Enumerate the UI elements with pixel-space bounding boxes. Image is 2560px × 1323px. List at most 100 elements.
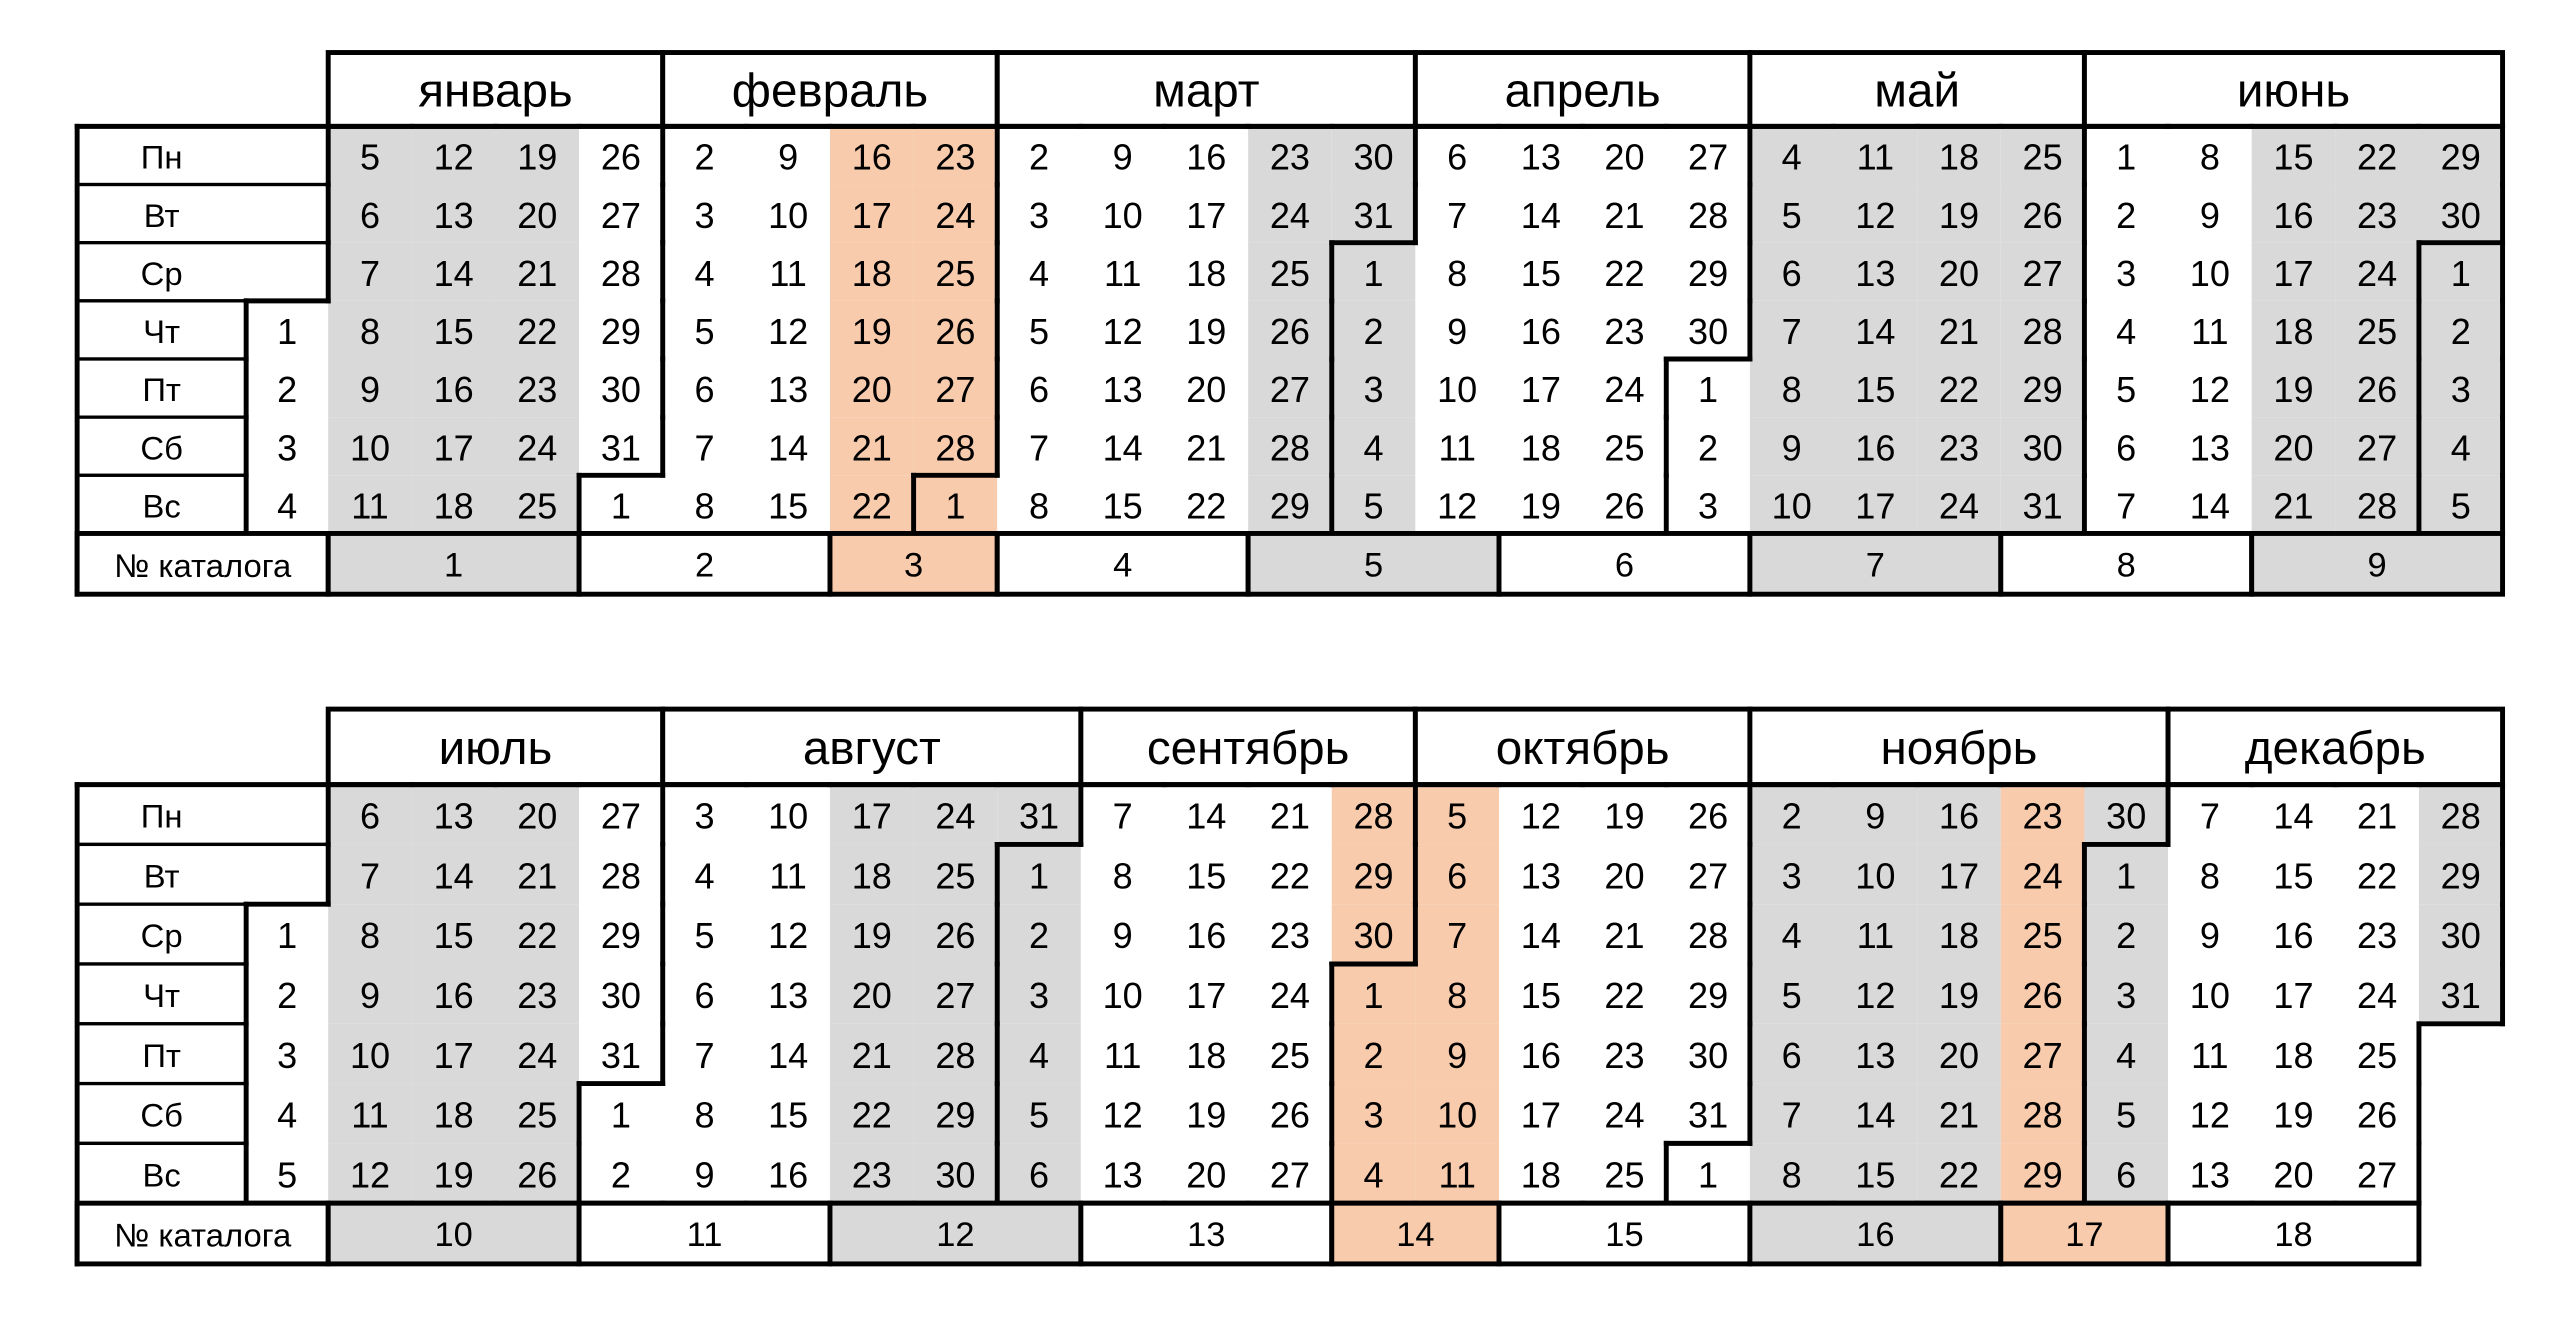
day-cell bbox=[2168, 242, 2252, 301]
day-cell bbox=[1248, 1023, 1332, 1084]
catalog-number: 4 bbox=[1113, 546, 1132, 584]
day-number: 1 bbox=[2451, 253, 2471, 294]
day-number: 21 bbox=[2273, 486, 2313, 527]
day-number: 5 bbox=[2451, 486, 2471, 527]
catalog-number: 15 bbox=[1605, 1216, 1643, 1254]
day-cell bbox=[1917, 1023, 2001, 1084]
day-number: 29 bbox=[601, 915, 641, 956]
day-number: 25 bbox=[2023, 915, 2063, 956]
day-cell bbox=[2000, 242, 2085, 301]
day-number: 16 bbox=[768, 1154, 808, 1195]
day-cell bbox=[997, 126, 1081, 185]
day-cell bbox=[1248, 359, 1332, 418]
day-number: 20 bbox=[1939, 253, 1979, 294]
catalog-number: 1 bbox=[444, 546, 463, 584]
day-number: 19 bbox=[1939, 975, 1979, 1016]
day-cell bbox=[1331, 417, 1416, 476]
day-number: 29 bbox=[935, 1095, 975, 1136]
day-cell bbox=[328, 963, 412, 1024]
day-cell bbox=[829, 359, 914, 418]
day-cell bbox=[2335, 784, 2419, 845]
day-cell bbox=[246, 475, 329, 534]
day-number: 22 bbox=[852, 1095, 892, 1136]
day-cell bbox=[1917, 1143, 2001, 1204]
day-number: 28 bbox=[2441, 796, 2481, 837]
day-cell bbox=[411, 126, 496, 185]
day-number: 12 bbox=[350, 1154, 390, 1195]
day-number: 27 bbox=[1270, 1154, 1310, 1195]
day-number: 9 bbox=[1113, 137, 1133, 178]
day-cell bbox=[1164, 126, 1249, 185]
day-number: 14 bbox=[1521, 195, 1561, 236]
day-cell bbox=[1582, 1083, 1667, 1144]
day-number: 25 bbox=[2023, 137, 2063, 178]
day-number: 24 bbox=[935, 195, 975, 236]
day-cell bbox=[1666, 475, 1750, 534]
day-cell bbox=[1164, 359, 1249, 418]
day-cell bbox=[2418, 844, 2503, 905]
day-number: 4 bbox=[2451, 427, 2471, 468]
day-number: 5 bbox=[277, 1154, 297, 1195]
weekday-cell bbox=[75, 182, 330, 245]
day-number: 1 bbox=[1364, 253, 1384, 294]
day-number: 10 bbox=[1772, 486, 1812, 527]
day-cell bbox=[2418, 126, 2503, 185]
day-number: 15 bbox=[1855, 369, 1895, 410]
day-cell bbox=[2418, 963, 2503, 1024]
day-number: 12 bbox=[2190, 369, 2230, 410]
day-cell bbox=[2084, 184, 2169, 243]
day-number: 10 bbox=[1437, 1095, 1477, 1136]
day-cell bbox=[829, 784, 914, 845]
day-number: 29 bbox=[2023, 369, 2063, 410]
day-cell bbox=[2251, 963, 2336, 1024]
day-cell bbox=[1080, 904, 1165, 964]
day-cell bbox=[1582, 126, 1667, 185]
day-cell bbox=[495, 904, 580, 964]
day-number: 27 bbox=[601, 195, 641, 236]
day-cell bbox=[579, 1083, 663, 1144]
day-cell bbox=[1080, 359, 1165, 418]
day-number: 26 bbox=[2357, 1095, 2397, 1136]
weekday-cell bbox=[75, 1022, 248, 1086]
day-number: 31 bbox=[1019, 796, 1059, 837]
day-number: 7 bbox=[1782, 311, 1802, 352]
day-number: 10 bbox=[1103, 195, 1143, 236]
day-cell bbox=[1415, 1143, 1500, 1204]
day-cell bbox=[1833, 359, 1918, 418]
catalog-number: 3 bbox=[904, 546, 923, 584]
catalog-number: 7 bbox=[1866, 546, 1885, 584]
day-number: 15 bbox=[1855, 1154, 1895, 1195]
day-cell bbox=[1499, 904, 1583, 964]
day-cell bbox=[829, 300, 914, 360]
month-header bbox=[325, 706, 666, 788]
day-number: 21 bbox=[852, 1035, 892, 1076]
day-number: 15 bbox=[434, 311, 474, 352]
day-cell bbox=[246, 417, 329, 476]
day-cell bbox=[1582, 844, 1667, 905]
day-cell bbox=[997, 417, 1081, 476]
day-number: 26 bbox=[2357, 369, 2397, 410]
day-number: 14 bbox=[768, 427, 808, 468]
day-number: 1 bbox=[2116, 855, 2136, 896]
day-number: 11 bbox=[351, 1095, 388, 1136]
day-cell bbox=[2418, 184, 2503, 243]
day-cell bbox=[1582, 1143, 1667, 1204]
day-cell bbox=[1080, 1023, 1165, 1084]
day-cell bbox=[1749, 359, 1834, 418]
day-cell bbox=[411, 1023, 496, 1084]
day-number: 13 bbox=[1103, 369, 1143, 410]
day-number: 16 bbox=[1521, 311, 1561, 352]
day-cell bbox=[2000, 359, 2085, 418]
day-cell bbox=[1164, 1023, 1249, 1084]
day-number: 30 bbox=[2106, 796, 2146, 837]
day-number: 26 bbox=[2023, 975, 2063, 1016]
day-cell bbox=[328, 359, 412, 418]
day-number: 11 bbox=[1104, 1035, 1141, 1076]
day-number: 22 bbox=[517, 311, 557, 352]
day-cell bbox=[2168, 126, 2252, 185]
day-number: 4 bbox=[1029, 1035, 1049, 1076]
day-cell bbox=[1666, 300, 1750, 360]
day-cell bbox=[662, 184, 747, 243]
catalog-number: 8 bbox=[2117, 546, 2136, 584]
day-cell bbox=[1415, 844, 1500, 905]
